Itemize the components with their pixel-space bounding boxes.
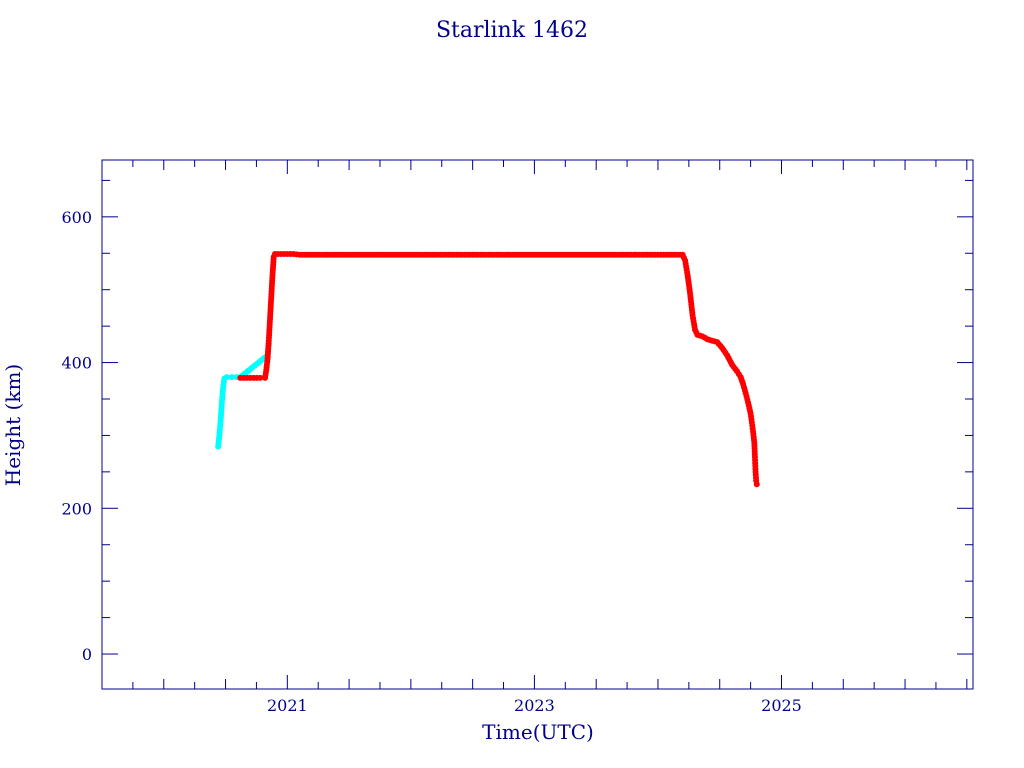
x-tick-labels: 2021 2023 2025 [267, 696, 802, 715]
axis-ticks [101, 160, 973, 689]
x-tick-label: 2025 [761, 696, 802, 715]
data-point [223, 374, 230, 381]
y-axis-label: Height (km) [1, 364, 25, 486]
y-tick-label: 200 [61, 499, 92, 518]
data-point [753, 481, 760, 488]
y-tick-label: 0 [82, 645, 92, 664]
plot-frame [101, 159, 974, 690]
data-points [215, 250, 760, 488]
x-axis-label: Time(UTC) [482, 720, 594, 744]
y-tick-label: 600 [61, 208, 92, 227]
data-point [257, 374, 264, 381]
chart-title: Starlink 1462 [436, 18, 588, 43]
x-tick-label: 2023 [514, 696, 555, 715]
y-tick-label: 400 [61, 354, 92, 373]
y-tick-labels: 0 200 400 600 [61, 208, 92, 664]
data-point [228, 374, 235, 381]
x-tick-label: 2021 [267, 696, 308, 715]
